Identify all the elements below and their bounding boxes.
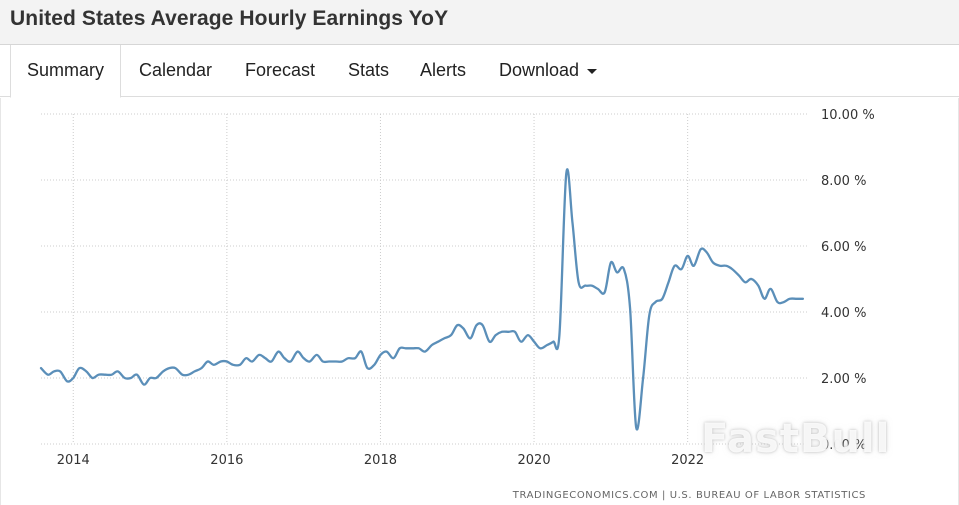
tab-download-label: Download xyxy=(499,60,580,80)
x-tick-label: 2018 xyxy=(364,453,397,468)
tab-download[interactable]: Download xyxy=(499,45,598,97)
y-tick-label: 4.00 % xyxy=(821,306,866,321)
tab-forecast[interactable]: Forecast xyxy=(245,60,316,80)
x-tick-label: 2022 xyxy=(671,453,704,468)
chart-area: 0.00 % 2.00 % 4.00 % 6.00 % 8.00 % 10.00 % 201… xyxy=(0,98,959,505)
y-tick-label: 2.00 % xyxy=(821,372,866,387)
y-tick-label: 8.00 % xyxy=(821,174,866,189)
page-title: United States Average Hourly Earnings Yo… xyxy=(10,7,449,30)
source-text: TRADINGECONOMICS.COM | U.S. BUREAU OF LA… xyxy=(512,490,866,501)
tab-alerts[interactable]: Alerts xyxy=(420,60,467,80)
tab-summary[interactable]: Summary xyxy=(10,45,121,98)
y-tick-label: 0.00 % xyxy=(821,438,866,453)
y-tick-label: 10.00 % xyxy=(821,108,875,123)
series-line xyxy=(39,168,805,431)
tab-calendar[interactable]: Calendar xyxy=(139,60,213,80)
tab-stats[interactable]: Stats xyxy=(348,60,390,80)
line-chart: 0.00 % 2.00 % 4.00 % 6.00 % 8.00 % 10.00 % 201… xyxy=(39,108,875,468)
tab-bar: Summary Calendar Forecast Stats Alerts D… xyxy=(0,45,959,98)
x-tick-label: 2020 xyxy=(518,453,551,468)
y-tick-label: 6.00 % xyxy=(821,240,866,255)
title-bar: United States Average Hourly Earnings Yo… xyxy=(0,0,959,45)
x-tick-label: 2016 xyxy=(210,453,243,468)
caret-down-icon xyxy=(587,68,598,74)
x-tick-label: 2014 xyxy=(57,453,90,468)
